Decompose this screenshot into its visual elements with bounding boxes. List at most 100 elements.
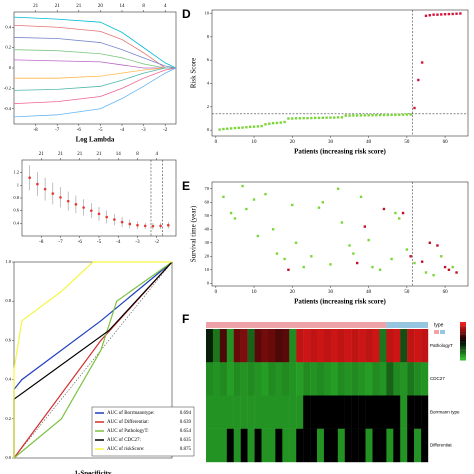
heat-cell	[275, 395, 283, 429]
series-line	[13, 261, 172, 458]
y-tick-label: 1.0	[5, 259, 11, 264]
legend-auc: 0.635	[180, 438, 192, 443]
heat-cell	[261, 329, 269, 363]
y-axis-label: Survival time (year)	[190, 205, 198, 262]
row-label: Borrmann type	[430, 409, 460, 414]
colorbar-step	[460, 322, 466, 324]
annotation-group	[206, 322, 387, 328]
point	[264, 123, 267, 126]
x-tick-label: 40	[366, 140, 372, 145]
colorbar-step	[460, 342, 466, 345]
point	[279, 121, 282, 124]
y-tick-label: 10	[205, 11, 210, 16]
heat-cell	[365, 362, 373, 396]
annotation-group	[386, 322, 428, 328]
point	[256, 125, 260, 128]
point	[340, 116, 344, 119]
heat-cell	[240, 395, 248, 429]
heat-cell	[212, 428, 221, 463]
point	[287, 117, 290, 120]
heat-cell	[296, 395, 304, 429]
point	[390, 257, 393, 261]
heat-cell	[365, 428, 373, 463]
heat-cell	[254, 329, 262, 363]
heat-cell	[226, 329, 234, 363]
cv-point	[136, 223, 139, 227]
legend-label: AUC of Borrmanntype:	[107, 411, 155, 416]
series-line	[13, 16, 177, 69]
heat-cell	[414, 362, 422, 396]
heat-cell	[407, 329, 415, 363]
heat-cell	[226, 362, 234, 396]
point	[371, 114, 374, 117]
point	[233, 126, 237, 130]
point	[436, 244, 439, 247]
y-tick-label: 2	[207, 104, 209, 109]
heat-cell	[421, 428, 429, 463]
colorbar-step	[460, 354, 466, 356]
colorbar-step	[460, 341, 466, 343]
y-tick-label: 0.8	[5, 298, 11, 303]
x-tick-label: 60	[443, 290, 449, 295]
heat-cell	[393, 329, 401, 363]
heat-cell	[268, 395, 276, 429]
point	[321, 201, 325, 204]
heat-cell	[379, 428, 387, 463]
cv-point	[90, 209, 93, 212]
point	[329, 116, 332, 119]
heat-cell	[358, 395, 366, 429]
heat-cell	[275, 329, 283, 363]
point	[229, 127, 233, 130]
heat-cell	[330, 428, 339, 463]
cv-point	[51, 192, 55, 195]
heat-cell	[240, 329, 248, 363]
legend-auc: 0.654	[180, 429, 192, 434]
series-line	[13, 67, 176, 91]
plot-frame	[211, 9, 469, 137]
point	[275, 121, 279, 125]
x-tick-label: 30	[328, 140, 334, 145]
heat-cell	[386, 329, 394, 363]
colorbar-step	[460, 336, 466, 339]
point	[447, 268, 451, 271]
colorbar-step	[460, 330, 466, 332]
x-axis-label: Patients (increasing risk score)	[294, 148, 386, 156]
point	[222, 195, 225, 199]
cv-point	[36, 182, 39, 186]
point	[275, 252, 279, 255]
annotation-swatch	[434, 330, 439, 334]
point	[291, 117, 294, 120]
heat-cell	[421, 395, 429, 429]
heat-cell	[330, 362, 339, 396]
heat-cell	[233, 428, 241, 463]
heat-cell	[414, 395, 422, 429]
series-line	[13, 67, 177, 105]
heat-cell	[372, 428, 380, 463]
point	[283, 257, 286, 261]
point	[298, 117, 302, 120]
row-label: Differentiat	[430, 443, 452, 448]
point	[252, 198, 256, 201]
heat-cell	[226, 428, 234, 463]
heat-cell	[400, 428, 408, 463]
x-tick-label: 20	[290, 290, 296, 295]
heat-cell	[386, 362, 394, 396]
heat-cell	[282, 329, 290, 363]
point	[241, 184, 244, 188]
point	[440, 13, 443, 16]
y-tick-label: 1	[17, 182, 19, 187]
legend-label: AUC of riskScore:	[107, 447, 145, 452]
heat-cell	[372, 362, 380, 396]
point	[237, 126, 240, 130]
heat-cell	[358, 362, 366, 396]
heat-cell	[247, 428, 255, 463]
heat-cell	[323, 362, 332, 396]
point	[302, 265, 305, 269]
heat-cell	[261, 428, 269, 463]
heat-cell	[400, 362, 408, 396]
y-tick-label: 10	[205, 267, 210, 272]
panel-label: E	[182, 179, 190, 193]
colorbar-step	[460, 352, 466, 355]
point	[348, 114, 351, 117]
x-tick-label: -3	[142, 128, 147, 133]
